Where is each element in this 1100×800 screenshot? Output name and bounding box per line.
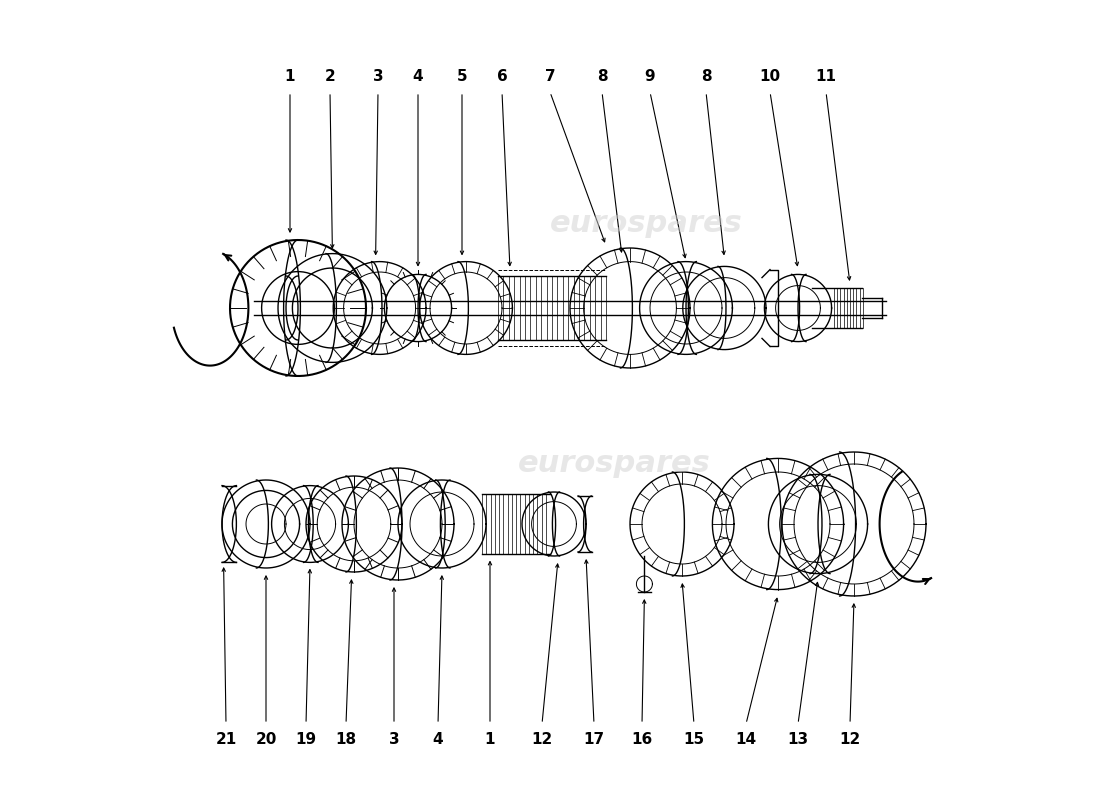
Text: 16: 16 bbox=[631, 732, 652, 747]
Text: 2: 2 bbox=[324, 69, 336, 84]
Text: 17: 17 bbox=[583, 732, 605, 747]
Text: eurospares: eurospares bbox=[550, 210, 742, 238]
Text: 7: 7 bbox=[544, 69, 556, 84]
Text: 15: 15 bbox=[683, 732, 705, 747]
Text: 3: 3 bbox=[388, 732, 399, 747]
Text: 3: 3 bbox=[373, 69, 383, 84]
Text: 8: 8 bbox=[701, 69, 712, 84]
Text: 13: 13 bbox=[788, 732, 808, 747]
Text: 18: 18 bbox=[336, 732, 356, 747]
Text: 10: 10 bbox=[759, 69, 781, 84]
Text: 4: 4 bbox=[412, 69, 424, 84]
Text: 6: 6 bbox=[496, 69, 507, 84]
Text: 5: 5 bbox=[456, 69, 468, 84]
Text: 14: 14 bbox=[736, 732, 757, 747]
Text: 1: 1 bbox=[485, 732, 495, 747]
Text: 12: 12 bbox=[839, 732, 860, 747]
Text: 8: 8 bbox=[596, 69, 607, 84]
Text: 1: 1 bbox=[285, 69, 295, 84]
Text: 4: 4 bbox=[432, 732, 443, 747]
Text: 21: 21 bbox=[216, 732, 236, 747]
Text: 12: 12 bbox=[531, 732, 552, 747]
Text: 19: 19 bbox=[296, 732, 317, 747]
Text: 20: 20 bbox=[255, 732, 277, 747]
Text: 11: 11 bbox=[815, 69, 836, 84]
Text: 9: 9 bbox=[645, 69, 656, 84]
Text: eurospares: eurospares bbox=[518, 450, 711, 478]
